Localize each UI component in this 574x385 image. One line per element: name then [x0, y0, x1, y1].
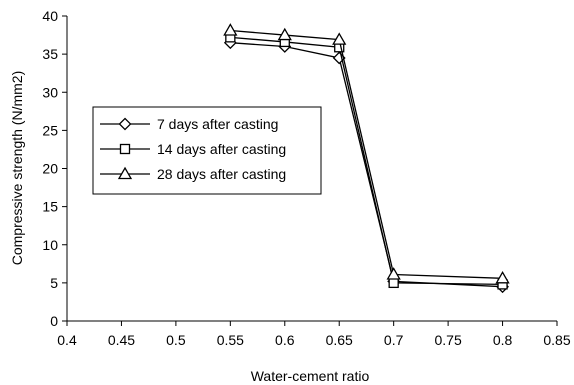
- x-tick-label: 0.55: [217, 332, 244, 348]
- x-tick-label: 0.8: [493, 332, 513, 348]
- series-triangle: [223, 23, 510, 284]
- legend-item: 14 days after casting: [100, 141, 286, 157]
- legend-item: 28 days after casting: [100, 166, 286, 182]
- legend-box: [92, 106, 322, 195]
- x-axis-ticks: 0.4 0.45 0.5 0.55 0.6 0.65 0.7 0.75 0.8 0.85: [57, 321, 571, 348]
- x-tick-label: 0.45: [108, 332, 135, 348]
- legend: 7 days after casting 14 days after castin…: [92, 106, 322, 195]
- y-tick-label: 15: [42, 199, 58, 215]
- y-axis-ticks: 0 5 10 15 20 25 30 35 40: [42, 8, 67, 329]
- data-point-triangle: [277, 27, 292, 41]
- legend-label: 14 days after casting: [157, 141, 286, 157]
- x-tick-label: 0.75: [434, 332, 461, 348]
- x-tick-label: 0.5: [166, 332, 186, 348]
- legend-marker-diamond: [118, 117, 132, 131]
- data-point-square: [388, 277, 399, 289]
- data-point-triangle: [386, 267, 401, 280]
- legend-item: 7 days after casting: [100, 116, 278, 132]
- legend-marker-square: [119, 143, 131, 155]
- legend-marker-triangle: [117, 166, 133, 180]
- x-tick-label: 0.65: [326, 332, 353, 348]
- x-axis-label: Water-cement ratio: [251, 368, 370, 384]
- y-tick-label: 40: [42, 8, 58, 24]
- y-tick-label: 25: [42, 122, 58, 138]
- legend-label: 7 days after casting: [157, 116, 278, 132]
- y-tick-label: 0: [50, 313, 58, 329]
- y-tick-label: 30: [42, 84, 58, 100]
- y-tick-label: 20: [42, 161, 58, 177]
- data-point-triangle: [223, 23, 238, 36]
- data-point-triangle: [495, 270, 510, 284]
- data-point-triangle: [332, 32, 347, 45]
- y-tick-label: 10: [42, 237, 58, 253]
- x-tick-label: 0.7: [384, 332, 404, 348]
- x-tick-label: 0.6: [275, 332, 295, 348]
- y-axis-label: Compressive strength (N/mm2): [9, 71, 25, 266]
- y-tick-label: 5: [50, 275, 58, 291]
- x-tick-label: 0.85: [543, 332, 570, 348]
- y-tick-label: 35: [42, 46, 58, 62]
- x-tick-label: 0.4: [57, 332, 77, 348]
- series-layer: [223, 23, 510, 294]
- legend-label: 28 days after casting: [157, 166, 286, 182]
